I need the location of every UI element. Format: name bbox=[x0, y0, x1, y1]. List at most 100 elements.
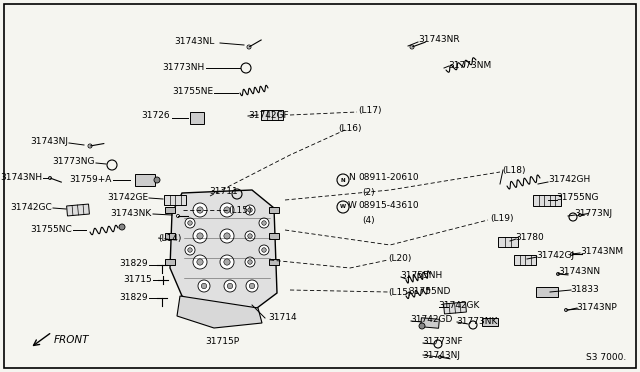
Polygon shape bbox=[170, 190, 277, 310]
Circle shape bbox=[224, 233, 230, 239]
Circle shape bbox=[220, 203, 234, 217]
Circle shape bbox=[220, 255, 234, 269]
Circle shape bbox=[188, 248, 192, 252]
Text: 31742GD: 31742GD bbox=[410, 315, 452, 324]
Text: 31743NK: 31743NK bbox=[111, 209, 152, 218]
Circle shape bbox=[438, 356, 442, 359]
Text: (L20): (L20) bbox=[388, 253, 412, 263]
Polygon shape bbox=[498, 237, 518, 247]
Text: (L18): (L18) bbox=[502, 166, 525, 174]
Circle shape bbox=[88, 144, 92, 148]
Text: (4): (4) bbox=[362, 215, 374, 224]
Circle shape bbox=[177, 215, 179, 218]
Text: 31743NJ: 31743NJ bbox=[30, 138, 68, 147]
Circle shape bbox=[224, 207, 230, 213]
Polygon shape bbox=[165, 259, 175, 265]
Text: 31773NJ: 31773NJ bbox=[574, 209, 612, 218]
Polygon shape bbox=[165, 207, 175, 213]
Polygon shape bbox=[190, 112, 204, 124]
Text: 31829: 31829 bbox=[120, 294, 148, 302]
Circle shape bbox=[248, 234, 252, 238]
Polygon shape bbox=[177, 296, 262, 328]
Text: 31773NM: 31773NM bbox=[448, 61, 492, 70]
Text: FRONT: FRONT bbox=[54, 335, 90, 345]
Circle shape bbox=[193, 203, 207, 217]
Polygon shape bbox=[269, 207, 279, 213]
Circle shape bbox=[224, 259, 230, 265]
Text: 31743NR: 31743NR bbox=[418, 35, 460, 45]
Circle shape bbox=[220, 229, 234, 243]
Text: (L16): (L16) bbox=[338, 124, 362, 132]
Circle shape bbox=[247, 45, 251, 49]
Circle shape bbox=[119, 224, 125, 230]
Text: 31743NN: 31743NN bbox=[558, 267, 600, 276]
Polygon shape bbox=[164, 195, 186, 205]
Text: (L17): (L17) bbox=[358, 106, 381, 115]
Circle shape bbox=[154, 177, 160, 183]
Text: 31743NP: 31743NP bbox=[576, 304, 617, 312]
Circle shape bbox=[197, 233, 203, 239]
Circle shape bbox=[259, 218, 269, 228]
Circle shape bbox=[245, 231, 255, 241]
Text: 31773NF: 31773NF bbox=[422, 337, 463, 346]
Circle shape bbox=[197, 259, 203, 265]
Circle shape bbox=[193, 229, 207, 243]
Text: (L15): (L15) bbox=[388, 288, 412, 296]
Text: 31759+A: 31759+A bbox=[70, 176, 112, 185]
Text: W: W bbox=[348, 202, 357, 211]
Text: 31715: 31715 bbox=[124, 276, 152, 285]
Text: 31742GJ: 31742GJ bbox=[536, 251, 574, 260]
Circle shape bbox=[188, 221, 192, 225]
Text: (2): (2) bbox=[362, 187, 374, 196]
Text: 31773NG: 31773NG bbox=[52, 157, 95, 167]
Polygon shape bbox=[269, 233, 279, 239]
Circle shape bbox=[248, 260, 252, 264]
Text: 31742GE: 31742GE bbox=[107, 193, 148, 202]
Circle shape bbox=[564, 308, 568, 311]
Text: 31755NG: 31755NG bbox=[556, 193, 598, 202]
Text: 31743NJ: 31743NJ bbox=[422, 352, 460, 360]
Text: 31715P: 31715P bbox=[205, 337, 239, 346]
Text: 31742GK: 31742GK bbox=[438, 301, 479, 311]
Circle shape bbox=[246, 280, 258, 292]
Text: 31833: 31833 bbox=[570, 285, 599, 295]
Text: 31714: 31714 bbox=[268, 314, 296, 323]
Text: (L15): (L15) bbox=[228, 205, 252, 215]
Circle shape bbox=[198, 280, 210, 292]
Polygon shape bbox=[165, 233, 175, 239]
Circle shape bbox=[248, 208, 252, 212]
Polygon shape bbox=[261, 110, 283, 120]
Circle shape bbox=[197, 207, 203, 213]
Text: 31773NK: 31773NK bbox=[456, 317, 497, 327]
Text: 31743NL: 31743NL bbox=[175, 38, 215, 46]
Circle shape bbox=[557, 273, 559, 276]
Text: 31742GH: 31742GH bbox=[548, 176, 590, 185]
Polygon shape bbox=[67, 204, 90, 216]
Text: 31773NH: 31773NH bbox=[163, 64, 205, 73]
Circle shape bbox=[202, 283, 207, 289]
Circle shape bbox=[579, 214, 582, 217]
Text: (L19): (L19) bbox=[490, 214, 513, 222]
Circle shape bbox=[227, 283, 233, 289]
Text: 31755NH: 31755NH bbox=[400, 272, 442, 280]
Polygon shape bbox=[536, 287, 558, 297]
Text: 31755NE: 31755NE bbox=[172, 87, 213, 96]
Polygon shape bbox=[269, 259, 279, 265]
Text: 31829: 31829 bbox=[120, 260, 148, 269]
Polygon shape bbox=[420, 318, 439, 328]
Text: S3 7000.: S3 7000. bbox=[586, 353, 626, 362]
Polygon shape bbox=[514, 255, 536, 265]
Text: 31743NM: 31743NM bbox=[580, 247, 623, 257]
Circle shape bbox=[49, 176, 51, 180]
Circle shape bbox=[245, 257, 255, 267]
Circle shape bbox=[185, 218, 195, 228]
Text: 08911-20610: 08911-20610 bbox=[358, 173, 419, 183]
Polygon shape bbox=[482, 318, 498, 326]
Circle shape bbox=[410, 45, 414, 49]
Circle shape bbox=[245, 205, 255, 215]
Text: 31711: 31711 bbox=[209, 187, 238, 196]
Polygon shape bbox=[135, 174, 155, 186]
Text: (L14): (L14) bbox=[158, 234, 181, 243]
Text: N: N bbox=[340, 177, 346, 183]
Circle shape bbox=[570, 253, 573, 256]
